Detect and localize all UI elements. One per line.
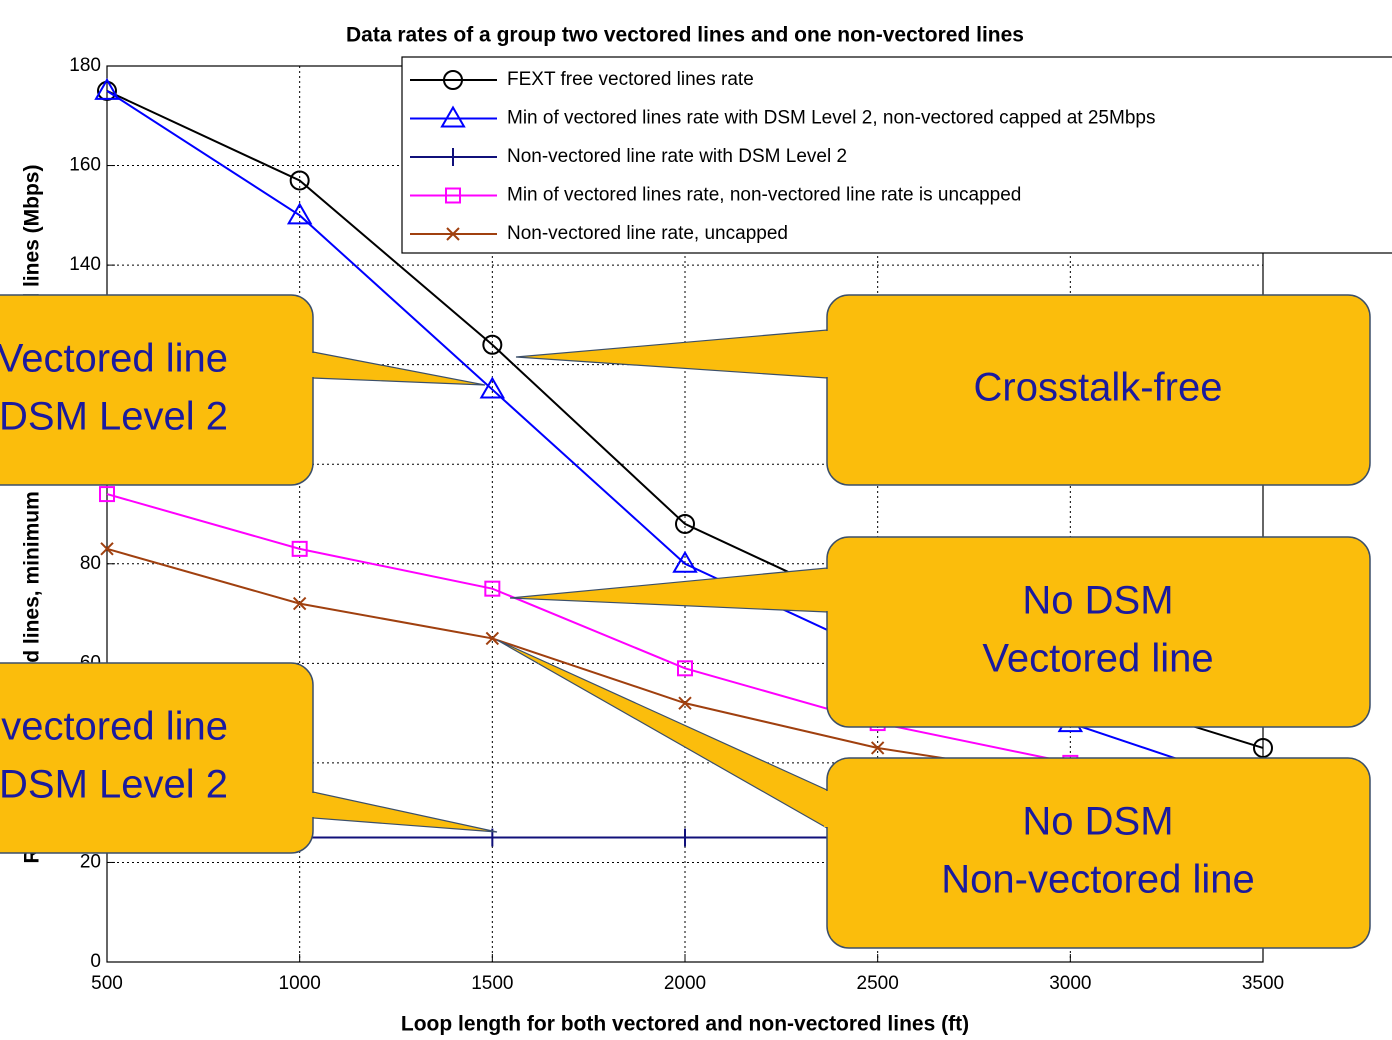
legend-label: Min of vectored lines rate, non-vectored… — [507, 185, 1021, 206]
marker — [484, 580, 501, 597]
callout-text: Crosstalk-free — [974, 366, 1223, 410]
callout-pointer — [509, 567, 828, 613]
x-tick-label: 500 — [91, 973, 123, 994]
y-tick-label: 80 — [80, 553, 101, 574]
callout-pointer — [496, 639, 828, 830]
callout-seam — [824, 331, 830, 377]
callout-text: No DSM — [1022, 579, 1173, 623]
marker — [292, 596, 307, 611]
chart-title: Data rates of a group two vectored lines… — [346, 24, 1024, 47]
callout-box — [0, 294, 314, 486]
y-tick-label: 20 — [80, 851, 101, 872]
marker — [672, 550, 698, 573]
callout: Non-vectored line DSM Level 2 — [0, 662, 498, 854]
callout-text: Vectored line — [982, 637, 1213, 681]
callout-seam — [310, 353, 316, 377]
callout-box — [826, 536, 1371, 728]
x-tick-label: 2000 — [664, 973, 706, 994]
callout: No DSM Non-vectored line — [496, 639, 1371, 949]
legend-marker — [440, 105, 466, 128]
x-axis-label: Loop length for both vectored and non-ve… — [401, 1013, 969, 1036]
marker — [482, 334, 503, 355]
callout-text: DSM Level 2 — [0, 763, 228, 807]
y-tick-label: 0 — [90, 951, 101, 972]
legend: FEXT free vectored lines rate Min of vect… — [401, 56, 1392, 254]
legend-marker — [443, 70, 463, 90]
marker — [100, 542, 114, 556]
callout-box — [826, 294, 1371, 486]
x-tick-label: 2500 — [857, 973, 899, 994]
x-tick-label: 1500 — [471, 973, 513, 994]
legend-marker — [445, 187, 461, 204]
callout-seam — [310, 793, 316, 817]
callout-box — [826, 757, 1371, 949]
y-tick-label: 160 — [69, 155, 101, 176]
legend-box — [401, 56, 1392, 254]
marker — [677, 660, 693, 677]
legend-label: FEXT free vectored lines rate — [507, 69, 754, 90]
callout-box — [0, 662, 314, 854]
callout-pointer — [312, 791, 498, 833]
x-tick-label: 1000 — [279, 973, 321, 994]
legend-label: Non-vectored line rate with DSM Level 2 — [507, 146, 847, 167]
x-tick-label: 3000 — [1049, 973, 1091, 994]
callout: Vectored line DSM Level 2 — [0, 294, 486, 486]
marker — [286, 202, 313, 225]
callout-text: Vectored line — [0, 337, 228, 381]
marker — [678, 696, 692, 710]
marker — [1253, 737, 1273, 758]
callout: Crosstalk-free — [515, 294, 1371, 486]
legend-marker — [446, 227, 460, 241]
callout: No DSM Vectored line — [509, 536, 1371, 728]
y-tick-label: 180 — [69, 55, 101, 76]
marker — [99, 486, 115, 503]
callout-pointer — [515, 329, 828, 379]
callout-seam — [824, 569, 830, 611]
callout-text: Non-vectored line — [941, 858, 1255, 902]
marker — [94, 77, 120, 100]
callout-text: No DSM — [1022, 800, 1173, 844]
legend-label: Min of vectored lines rate with DSM Leve… — [507, 108, 1155, 129]
legend-label: Non-vectored line rate, uncapped — [507, 223, 788, 244]
callout-text: DSM Level 2 — [0, 395, 228, 439]
x-tick-label: 3500 — [1242, 973, 1284, 994]
marker — [479, 376, 506, 399]
marker — [675, 513, 695, 534]
marker — [289, 170, 310, 191]
y-tick-label: 140 — [69, 254, 101, 275]
marker — [291, 540, 308, 557]
marker — [485, 631, 500, 646]
marker — [870, 741, 885, 755]
callout-text: Non-vectored line — [0, 705, 228, 749]
callout-seam — [824, 791, 830, 827]
callout-pointer — [312, 351, 486, 386]
